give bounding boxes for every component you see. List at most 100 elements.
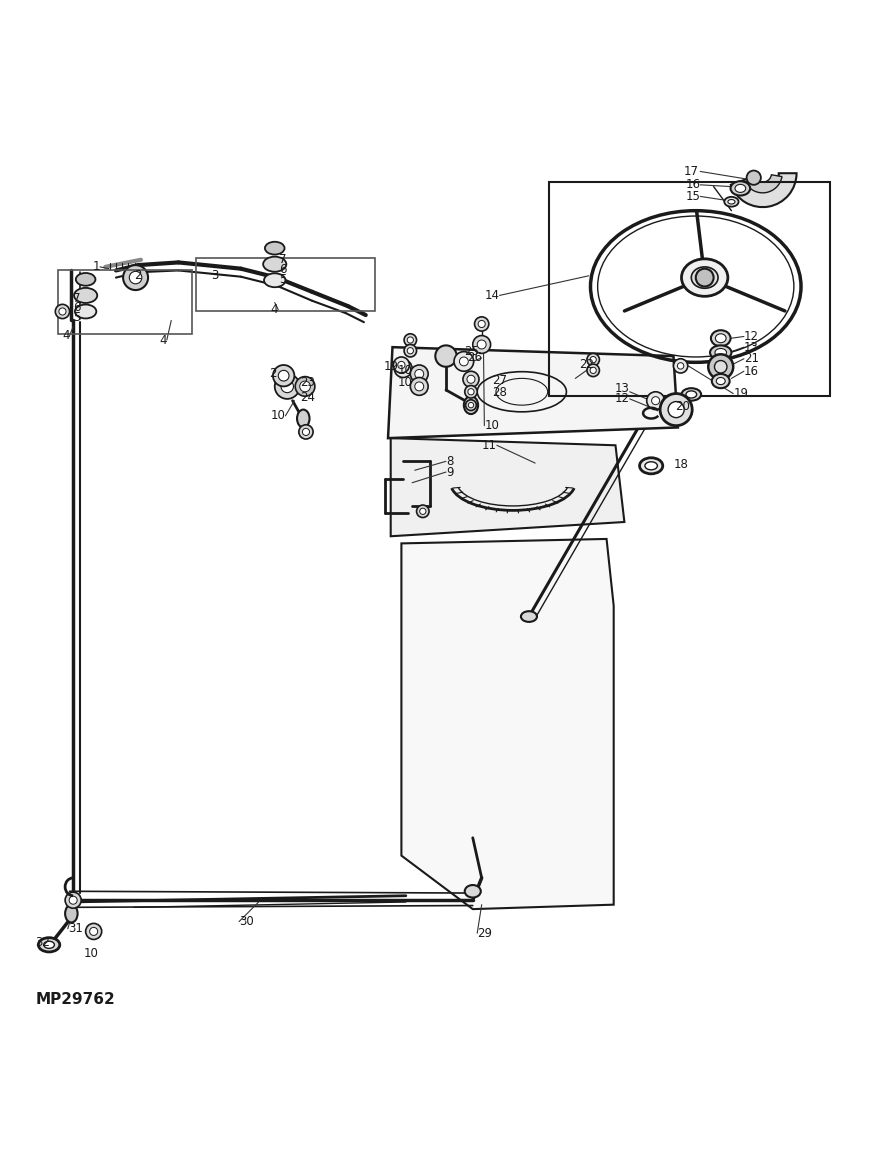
Circle shape [467, 375, 475, 383]
Circle shape [417, 505, 429, 517]
Circle shape [65, 893, 81, 908]
Text: 4: 4 [62, 329, 70, 342]
Text: 6: 6 [73, 301, 80, 314]
Text: 19: 19 [384, 360, 399, 373]
Circle shape [475, 316, 489, 332]
Circle shape [467, 388, 475, 395]
Text: 22: 22 [579, 359, 594, 372]
Circle shape [473, 335, 491, 354]
Ellipse shape [645, 462, 657, 469]
Circle shape [454, 352, 474, 372]
Ellipse shape [44, 941, 54, 948]
Ellipse shape [728, 200, 735, 203]
Circle shape [400, 365, 407, 373]
Text: 1: 1 [93, 260, 100, 273]
Ellipse shape [640, 457, 663, 474]
Circle shape [404, 345, 417, 358]
Text: 20: 20 [674, 400, 690, 413]
Text: 21: 21 [744, 353, 759, 366]
Text: 10: 10 [484, 419, 500, 432]
Circle shape [415, 369, 424, 379]
Ellipse shape [74, 288, 97, 303]
Text: 6: 6 [279, 263, 286, 276]
Circle shape [404, 334, 417, 346]
Ellipse shape [265, 242, 285, 254]
Circle shape [407, 336, 414, 343]
Text: 2: 2 [269, 367, 277, 380]
Circle shape [466, 400, 476, 410]
Polygon shape [401, 539, 614, 909]
Circle shape [415, 382, 424, 390]
Circle shape [295, 376, 315, 396]
Ellipse shape [715, 348, 727, 356]
Text: 25: 25 [464, 345, 479, 359]
Text: 27: 27 [492, 374, 508, 387]
Circle shape [668, 401, 684, 417]
Text: 13: 13 [615, 382, 630, 395]
Text: 32: 32 [35, 936, 50, 949]
Ellipse shape [75, 305, 96, 319]
Text: 10: 10 [398, 363, 413, 376]
Circle shape [281, 380, 293, 393]
Text: 10: 10 [398, 376, 413, 389]
Ellipse shape [716, 377, 725, 385]
Circle shape [398, 361, 405, 368]
Ellipse shape [65, 904, 78, 922]
Text: 17: 17 [683, 165, 698, 178]
Text: 4: 4 [271, 303, 278, 316]
Ellipse shape [715, 334, 726, 342]
Text: 10: 10 [83, 947, 98, 961]
Ellipse shape [724, 196, 739, 207]
Circle shape [410, 365, 428, 383]
Text: 14: 14 [484, 289, 500, 302]
Ellipse shape [712, 374, 730, 388]
Text: 28: 28 [492, 386, 508, 399]
Circle shape [708, 354, 733, 380]
Bar [549, 182, 830, 396]
Ellipse shape [465, 886, 481, 897]
Wedge shape [746, 175, 782, 193]
Circle shape [587, 365, 599, 376]
Ellipse shape [681, 388, 701, 401]
Ellipse shape [735, 185, 746, 193]
Text: 11: 11 [482, 439, 497, 452]
Circle shape [278, 370, 289, 381]
Circle shape [587, 354, 599, 366]
Circle shape [129, 272, 142, 283]
Ellipse shape [731, 181, 750, 195]
Text: 2: 2 [134, 269, 141, 282]
Circle shape [463, 372, 479, 387]
Text: 3: 3 [211, 269, 219, 282]
Ellipse shape [264, 273, 285, 287]
Text: 8: 8 [446, 455, 453, 468]
Ellipse shape [76, 273, 95, 286]
Circle shape [300, 381, 310, 392]
Circle shape [70, 896, 78, 904]
Ellipse shape [711, 330, 731, 346]
Circle shape [696, 268, 714, 287]
Circle shape [89, 928, 97, 935]
Circle shape [591, 367, 596, 374]
Circle shape [477, 340, 486, 349]
Circle shape [673, 359, 688, 373]
Circle shape [123, 265, 148, 290]
Wedge shape [731, 173, 797, 207]
Circle shape [465, 386, 477, 397]
Ellipse shape [297, 409, 310, 427]
Text: 26: 26 [467, 352, 482, 365]
Text: 4: 4 [160, 334, 167, 347]
Bar [58, 269, 192, 334]
Ellipse shape [38, 937, 60, 951]
Text: MP29762: MP29762 [36, 993, 115, 1007]
Text: 12: 12 [744, 330, 759, 343]
Text: 16: 16 [744, 365, 759, 377]
Text: 24: 24 [300, 390, 315, 403]
Circle shape [55, 305, 70, 319]
Polygon shape [388, 347, 678, 439]
Text: 13: 13 [744, 341, 759, 354]
Text: 9: 9 [446, 466, 453, 479]
Circle shape [393, 358, 409, 373]
Circle shape [407, 348, 414, 354]
Text: 29: 29 [477, 927, 492, 940]
Polygon shape [391, 439, 624, 536]
